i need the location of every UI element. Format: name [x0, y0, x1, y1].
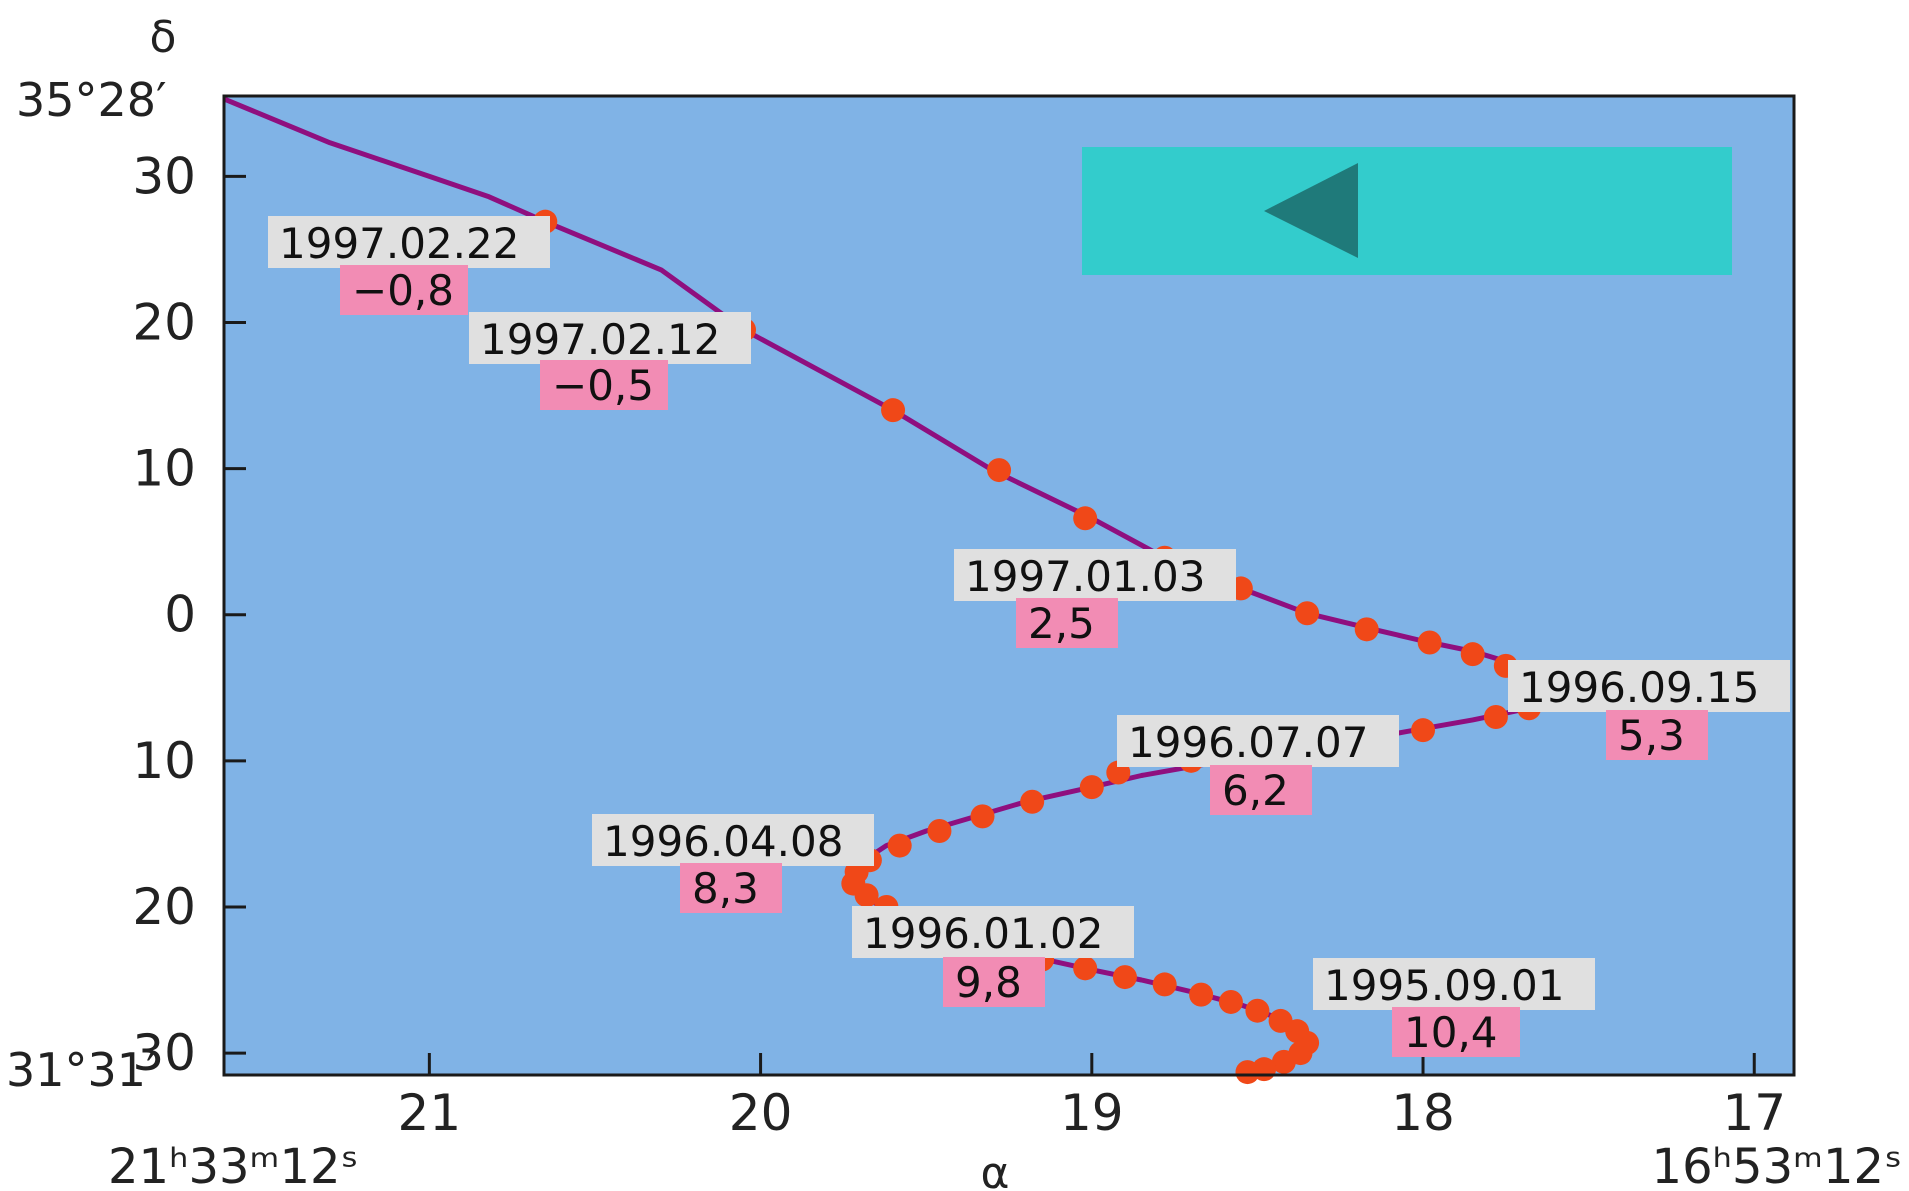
x-tick-label: 21: [398, 1084, 462, 1142]
annotation-6: 1996.01.029,8: [852, 906, 1134, 1007]
value-label: 9,8: [955, 958, 1022, 1007]
data-point: [1483, 705, 1508, 730]
date-label-bg: [268, 216, 550, 268]
date-label: 1997.02.22: [279, 219, 519, 268]
data-point: [1354, 617, 1379, 642]
axis-ticks: [224, 174, 1756, 1075]
y-tick-label: 30: [132, 147, 196, 205]
plot-frame: [222, 94, 1796, 1077]
value-label: 8,3: [692, 864, 759, 913]
date-label: 1995.09.01: [1324, 961, 1564, 1010]
value-label-bg: [540, 360, 668, 410]
data-point: [987, 458, 1012, 483]
data-point: [927, 818, 952, 843]
value-label: 5,3: [1618, 711, 1685, 760]
date-label-bg: [954, 549, 1236, 601]
value-label-bg: [680, 863, 782, 913]
data-point: [1271, 1049, 1296, 1074]
x-tick-label: 17: [1722, 1084, 1786, 1142]
data-point: [1112, 965, 1137, 990]
annotation-0: 1997.02.22−0,8: [268, 216, 550, 315]
date-label-bg: [1313, 958, 1595, 1010]
data-point: [1460, 642, 1485, 667]
date-label-bg: [1508, 660, 1790, 712]
annotation-2: 1997.01.032,5: [954, 549, 1236, 648]
y-tick-labels: 30 20 10 0 10 20 30: [132, 147, 196, 1082]
data-point: [1152, 972, 1177, 997]
value-label: 2,5: [1028, 599, 1095, 648]
value-label-bg: [340, 265, 468, 315]
data-point: [1411, 718, 1436, 743]
x-range-label-left: 21ʰ33ᵐ12ˢ: [108, 1139, 358, 1191]
date-label: 1997.01.03: [965, 552, 1205, 601]
annotation-5: 1996.04.088,3: [592, 814, 874, 913]
data-point: [1189, 982, 1214, 1007]
data-point: [854, 883, 879, 908]
data-point: [1218, 989, 1243, 1014]
value-label-bg: [943, 957, 1045, 1007]
data-point: [1073, 506, 1098, 531]
date-label: 1996.04.08: [603, 817, 843, 866]
value-label-bg: [1392, 1007, 1520, 1057]
data-point: [1417, 630, 1442, 655]
y-tick-label: 20: [132, 293, 196, 351]
date-label-bg: [592, 814, 874, 866]
data-point: [1020, 789, 1045, 814]
y-tick-label: 0: [164, 586, 196, 644]
y-tick-label: 20: [132, 878, 196, 936]
date-label: 1997.02.12: [480, 315, 720, 364]
data-point: [1295, 601, 1320, 626]
data-point: [1079, 775, 1104, 800]
date-label-bg: [852, 906, 1134, 958]
y-axis-label: δ: [150, 12, 177, 63]
y-range-label-top: 35°28′: [16, 73, 167, 127]
x-range-label-right: 16ʰ53ᵐ12ˢ: [1652, 1139, 1902, 1191]
value-label: 6,2: [1222, 766, 1289, 815]
x-axis-label: α: [980, 1148, 1009, 1191]
x-tick-label: 20: [729, 1084, 793, 1142]
date-label: 1996.09.15: [1519, 663, 1759, 712]
legend-box: [1082, 147, 1732, 275]
value-label: −0,8: [352, 266, 454, 315]
value-label-bg: [1016, 598, 1118, 648]
annotation-1: 1997.02.12−0,5: [469, 312, 751, 410]
data-point: [881, 398, 906, 423]
annotation-4: 1996.07.076,2: [1117, 715, 1399, 815]
arrow-left-icon: [1264, 163, 1358, 258]
y-tick-label: 30: [132, 1024, 196, 1082]
y-tick-label: 10: [132, 732, 196, 790]
date-label-bg: [1117, 715, 1399, 767]
data-point: [1245, 998, 1270, 1023]
value-label-bg: [1210, 765, 1312, 815]
x-tick-labels: 21 20 19 18 17: [398, 1084, 1787, 1142]
date-label-bg: [469, 312, 751, 364]
annotations: 1997.02.22−0,81997.02.12−0,51997.01.032,…: [268, 216, 1790, 1057]
y-range-label-bottom: 31°31′: [6, 1043, 157, 1097]
x-tick-label: 19: [1060, 1084, 1124, 1142]
data-point: [887, 833, 912, 858]
x-tick-label: 18: [1391, 1084, 1455, 1142]
value-label-bg: [1606, 710, 1708, 760]
annotation-3: 1996.09.155,3: [1508, 660, 1790, 760]
date-label: 1996.01.02: [863, 909, 1103, 958]
data-point: [970, 804, 995, 829]
value-label: −0,5: [552, 361, 654, 410]
value-label: 10,4: [1404, 1008, 1498, 1057]
data-point: [1235, 1060, 1260, 1085]
date-label: 1996.07.07: [1128, 718, 1368, 767]
y-tick-label: 10: [132, 440, 196, 498]
data-point: [1073, 956, 1098, 981]
